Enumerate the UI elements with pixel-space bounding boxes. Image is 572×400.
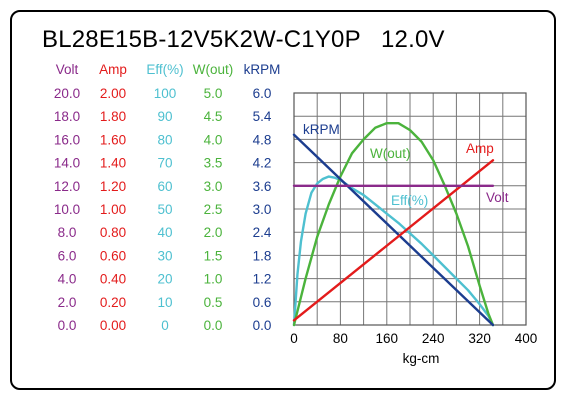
chart-frame [10, 10, 556, 390]
eff-tick-label: 10 [157, 295, 172, 310]
series-lines [292, 121, 495, 327]
series-labels: Volt Amp Eff(%) W(out) kRPM [303, 122, 509, 208]
x-tick-label: 160 [376, 331, 399, 346]
wout-series-label: W(out) [370, 146, 411, 161]
wout-tick-label: 5.0 [204, 86, 223, 101]
volt-tick-label: 20.0 [54, 86, 80, 101]
eff-tick-label: 40 [157, 225, 172, 240]
volt-tick-label: 16.0 [54, 132, 80, 147]
eff-scale-header: Eff(%) [146, 62, 183, 77]
eff-tick-label: 60 [157, 179, 172, 194]
krpm-scale-header: kRPM [244, 62, 281, 77]
eff-tick-label: 90 [157, 109, 172, 124]
volt-tick-label: 2.0 [58, 295, 77, 310]
krpm-tick-label: 5.4 [253, 109, 272, 124]
eff-series-label: Eff(%) [391, 193, 428, 208]
amp-tick-label: 0.00 [100, 318, 126, 333]
wout-tick-label: 0.5 [204, 295, 223, 310]
amp-scale-header: Amp [99, 62, 127, 77]
wout-tick-label: 0.0 [204, 318, 223, 333]
wout-tick-label: 1.5 [204, 248, 223, 263]
volt-tick-label: 10.0 [54, 202, 80, 217]
amp-tick-label: 1.00 [100, 202, 126, 217]
krpm-tick-label: 3.0 [253, 202, 272, 217]
eff-tick-label: 30 [157, 248, 172, 263]
y-scale-columns: Volt 20.0 18.0 16.0 14.0 12.0 10.0 8.0 6.0 4.0 2.0… [54, 62, 281, 333]
volt-tick-label: 4.0 [58, 272, 77, 287]
wout-tick-label: 2.5 [204, 202, 223, 217]
volt-tick-label: 6.0 [58, 248, 77, 263]
amp-tick-label: 0.60 [100, 248, 126, 263]
amp-tick-label: 1.60 [100, 132, 126, 147]
amp-tick-label: 0.20 [100, 295, 126, 310]
volt-tick-label: 12.0 [54, 179, 80, 194]
volt-series-label: Volt [486, 190, 509, 205]
eff-tick-label: 100 [154, 86, 177, 101]
eff-tick-label: 0 [161, 318, 169, 333]
amp-series-label: Amp [466, 141, 494, 156]
krpm-series-label: kRPM [303, 122, 340, 137]
x-tick-label: 240 [422, 331, 445, 346]
volt-tick-label: 14.0 [54, 156, 80, 171]
krpm-tick-label: 0.6 [253, 295, 272, 310]
amp-tick-label: 0.40 [100, 272, 126, 287]
chart-title: BL28E15B-12V5K2W-C1Y0P 12.0V [42, 26, 445, 53]
krpm-tick-label: 0.0 [253, 318, 272, 333]
amp-tick-label: 1.80 [100, 109, 126, 124]
wout-tick-label: 2.0 [204, 225, 223, 240]
krpm-tick-label: 3.6 [253, 179, 272, 194]
amp-tick-label: 2.00 [100, 86, 126, 101]
krpm-tick-label: 6.0 [253, 86, 272, 101]
amp-tick-label: 0.80 [100, 225, 126, 240]
krpm-tick-label: 4.8 [253, 132, 272, 147]
volt-tick-label: 18.0 [54, 109, 80, 124]
krpm-tick-label: 1.2 [253, 272, 272, 287]
x-axis-label: kg-cm [403, 351, 440, 366]
eff-tick-label: 70 [157, 156, 172, 171]
krpm-series-line [292, 133, 495, 327]
wout-tick-label: 3.0 [204, 179, 223, 194]
eff-tick-label: 50 [157, 202, 172, 217]
wout-tick-label: 1.0 [204, 272, 223, 287]
wout-tick-label: 4.0 [204, 132, 223, 147]
volt-tick-label: 8.0 [58, 225, 77, 240]
eff-series-line [292, 175, 495, 327]
eff-tick-label: 80 [157, 132, 172, 147]
plot-border [293, 92, 527, 326]
wout-series-line [292, 121, 495, 327]
wout-tick-label: 4.5 [204, 109, 223, 124]
amp-tick-label: 1.40 [100, 156, 126, 171]
wout-tick-label: 3.5 [204, 156, 223, 171]
amp-tick-label: 1.20 [100, 179, 126, 194]
x-tick-label: 400 [515, 331, 538, 346]
eff-tick-label: 20 [157, 272, 172, 287]
krpm-tick-label: 1.8 [253, 248, 272, 263]
wout-scale-header: W(out) [193, 62, 234, 77]
x-tick-label: 320 [468, 331, 491, 346]
x-tick-label: 0 [290, 331, 298, 346]
krpm-tick-label: 2.4 [253, 225, 272, 240]
krpm-tick-label: 4.2 [253, 156, 272, 171]
x-axis-ticks: 0 80 160 240 320 400 [290, 331, 537, 346]
volt-tick-label: 0.0 [58, 318, 77, 333]
volt-scale-header: Volt [56, 62, 79, 77]
x-tick-label: 80 [333, 331, 348, 346]
